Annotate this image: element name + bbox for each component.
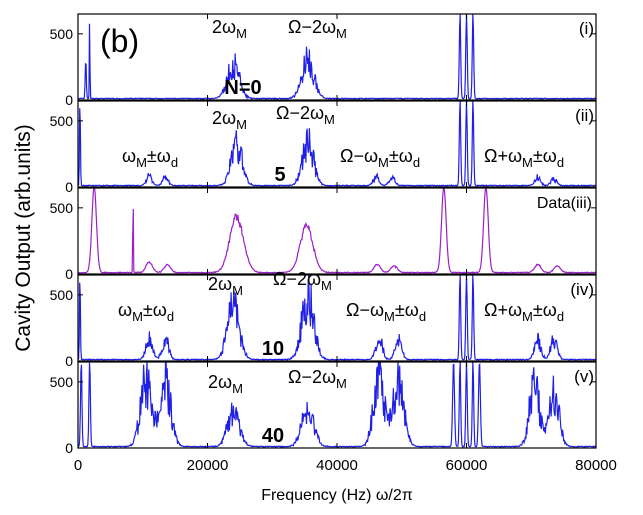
panel-v: 0 500 (v) 40 <box>50 361 597 456</box>
panel-ii: 0 500 (ii) 5 <box>50 100 597 195</box>
panel-frame <box>77 100 597 188</box>
label-sub: M <box>232 381 243 396</box>
annotation-omega-plus-wm-wd-ii: Ω+ωM±ωd <box>484 146 564 170</box>
label-sub: M <box>136 155 147 170</box>
x-tick-label: 40000 <box>316 457 358 474</box>
count-label: 40 <box>262 425 284 447</box>
label-part: ±ω <box>395 300 419 320</box>
label-sub: M <box>336 26 347 41</box>
label-sub: M <box>236 117 247 132</box>
label-part: 2ω <box>212 17 236 37</box>
label-sub: d <box>419 309 426 324</box>
label-sub: M <box>236 26 247 41</box>
annotation-omega-wm-wd-iv: Ω−ωM±ωd <box>346 300 426 324</box>
panel-tag: Data(iii) <box>537 195 592 212</box>
x-axis-label: Frequency (Hz) ω/2π <box>261 487 413 504</box>
label-sub: M <box>522 155 533 170</box>
y-tick-label: 0 <box>65 179 73 195</box>
y-tick-label: 500 <box>50 200 74 216</box>
panel-i: 0 500 (i) N=0 <box>50 13 597 108</box>
y-tick-label: 500 <box>50 287 74 303</box>
annotation-omega-2wm-i: Ω−2ωM <box>288 17 347 41</box>
y-tick-label: 0 <box>65 440 73 456</box>
x-tick-label: 20000 <box>187 457 229 474</box>
count-label: N=0 <box>224 77 261 99</box>
label-sub: d <box>167 309 174 324</box>
label-sub: M <box>232 283 243 298</box>
label-part: 2ω <box>208 274 232 294</box>
panel-frame <box>77 361 597 449</box>
label-part: Ω−ω <box>340 146 378 166</box>
annotation-2wm-i: 2ωM <box>212 17 247 41</box>
panel-tag: (iv) <box>570 280 594 299</box>
label-sub: d <box>171 155 178 170</box>
label-sub: M <box>324 112 335 127</box>
spectrum-trace-ii <box>78 101 596 187</box>
panel-tag: (v) <box>574 367 594 386</box>
label-part: ω <box>122 146 136 166</box>
label-part: Ω−2ω <box>288 367 336 387</box>
spectrum-trace-v <box>78 362 596 448</box>
label-part: ±ω <box>147 146 171 166</box>
label-part: ±ω <box>143 300 167 320</box>
y-tick-label: 0 <box>65 92 73 108</box>
label-part: ±ω <box>533 300 557 320</box>
spectrum-trace-iii <box>78 188 596 274</box>
label-sub: M <box>321 278 332 293</box>
label-part: ±ω <box>533 146 557 166</box>
annotation-omega-2wm-ii: Ω−2ωM <box>276 103 335 127</box>
count-label: 5 <box>274 164 285 186</box>
annotation-2wm-iv: 2ωM <box>208 274 243 298</box>
label-part: ω <box>118 300 132 320</box>
panel-frame <box>77 187 597 275</box>
annotation-wm-wd-ii: ωM±ωd <box>122 146 178 170</box>
annotation-omega-wm-wd-ii: Ω−ωM±ωd <box>340 146 420 170</box>
y-tick-label: 500 <box>50 374 74 390</box>
label-part: Ω−2ω <box>276 103 324 123</box>
label-part: Ω−ω <box>346 300 384 320</box>
panel-iii: 0 500 Data(iii) <box>50 187 597 282</box>
label-sub: M <box>336 376 347 391</box>
label-sub: d <box>557 155 564 170</box>
annotation-omega-2wm-iv: Ω−2ωM <box>273 269 332 293</box>
label-sub: d <box>413 155 420 170</box>
label-part: Ω−2ω <box>273 269 321 289</box>
annotation-omega-2wm-v: Ω−2ωM <box>288 367 347 391</box>
y-tick-label: 0 <box>65 353 73 369</box>
count-label: 10 <box>262 338 284 360</box>
label-sub: M <box>384 309 395 324</box>
annotation-omega-plus-wm-wd-iv: Ω+ωM±ωd <box>484 300 564 324</box>
panel-tag: (i) <box>579 19 594 38</box>
panel-label: (b) <box>100 23 139 59</box>
annotation-wm-wd-iv: ωM±ωd <box>118 300 174 324</box>
y-tick-label: 500 <box>50 113 74 129</box>
y-axis-label: Cavity Output (arb.units) <box>12 124 35 352</box>
annotation-2wm-ii: 2ωM <box>212 108 247 132</box>
label-sub: M <box>132 309 143 324</box>
x-tick-label: 80000 <box>575 457 617 474</box>
label-sub: M <box>522 309 533 324</box>
panel-iv: 0 500 (iv) 10 <box>50 274 597 369</box>
y-tick-label: 500 <box>50 26 74 42</box>
x-tick-label: 0 <box>74 457 82 474</box>
label-part: Ω+ω <box>484 300 522 320</box>
label-sub: M <box>378 155 389 170</box>
label-part: Ω−2ω <box>288 17 336 37</box>
x-tick-label: 60000 <box>446 457 488 474</box>
label-part: ±ω <box>389 146 413 166</box>
panel-tag: (ii) <box>575 106 594 125</box>
y-tick-label: 0 <box>65 266 73 282</box>
label-part: 2ω <box>208 372 232 392</box>
label-part: 2ω <box>212 108 236 128</box>
label-sub: d <box>557 309 564 324</box>
annotation-2wm-v: 2ωM <box>208 372 243 396</box>
label-part: Ω+ω <box>484 146 522 166</box>
